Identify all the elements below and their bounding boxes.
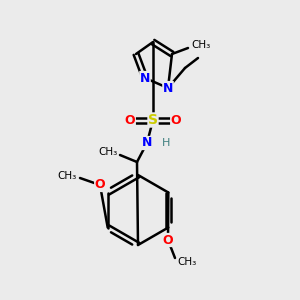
Text: O: O: [125, 113, 135, 127]
Text: CH₃: CH₃: [58, 171, 77, 181]
Text: O: O: [163, 233, 173, 247]
Text: H: H: [162, 138, 170, 148]
Text: CH₃: CH₃: [99, 147, 118, 157]
Text: N: N: [142, 136, 152, 149]
Text: N: N: [163, 82, 173, 94]
Text: CH₃: CH₃: [177, 257, 196, 267]
Text: N: N: [140, 71, 150, 85]
Text: CH₃: CH₃: [191, 40, 210, 50]
Text: O: O: [95, 178, 105, 191]
Text: O: O: [171, 113, 181, 127]
Text: S: S: [148, 113, 158, 127]
